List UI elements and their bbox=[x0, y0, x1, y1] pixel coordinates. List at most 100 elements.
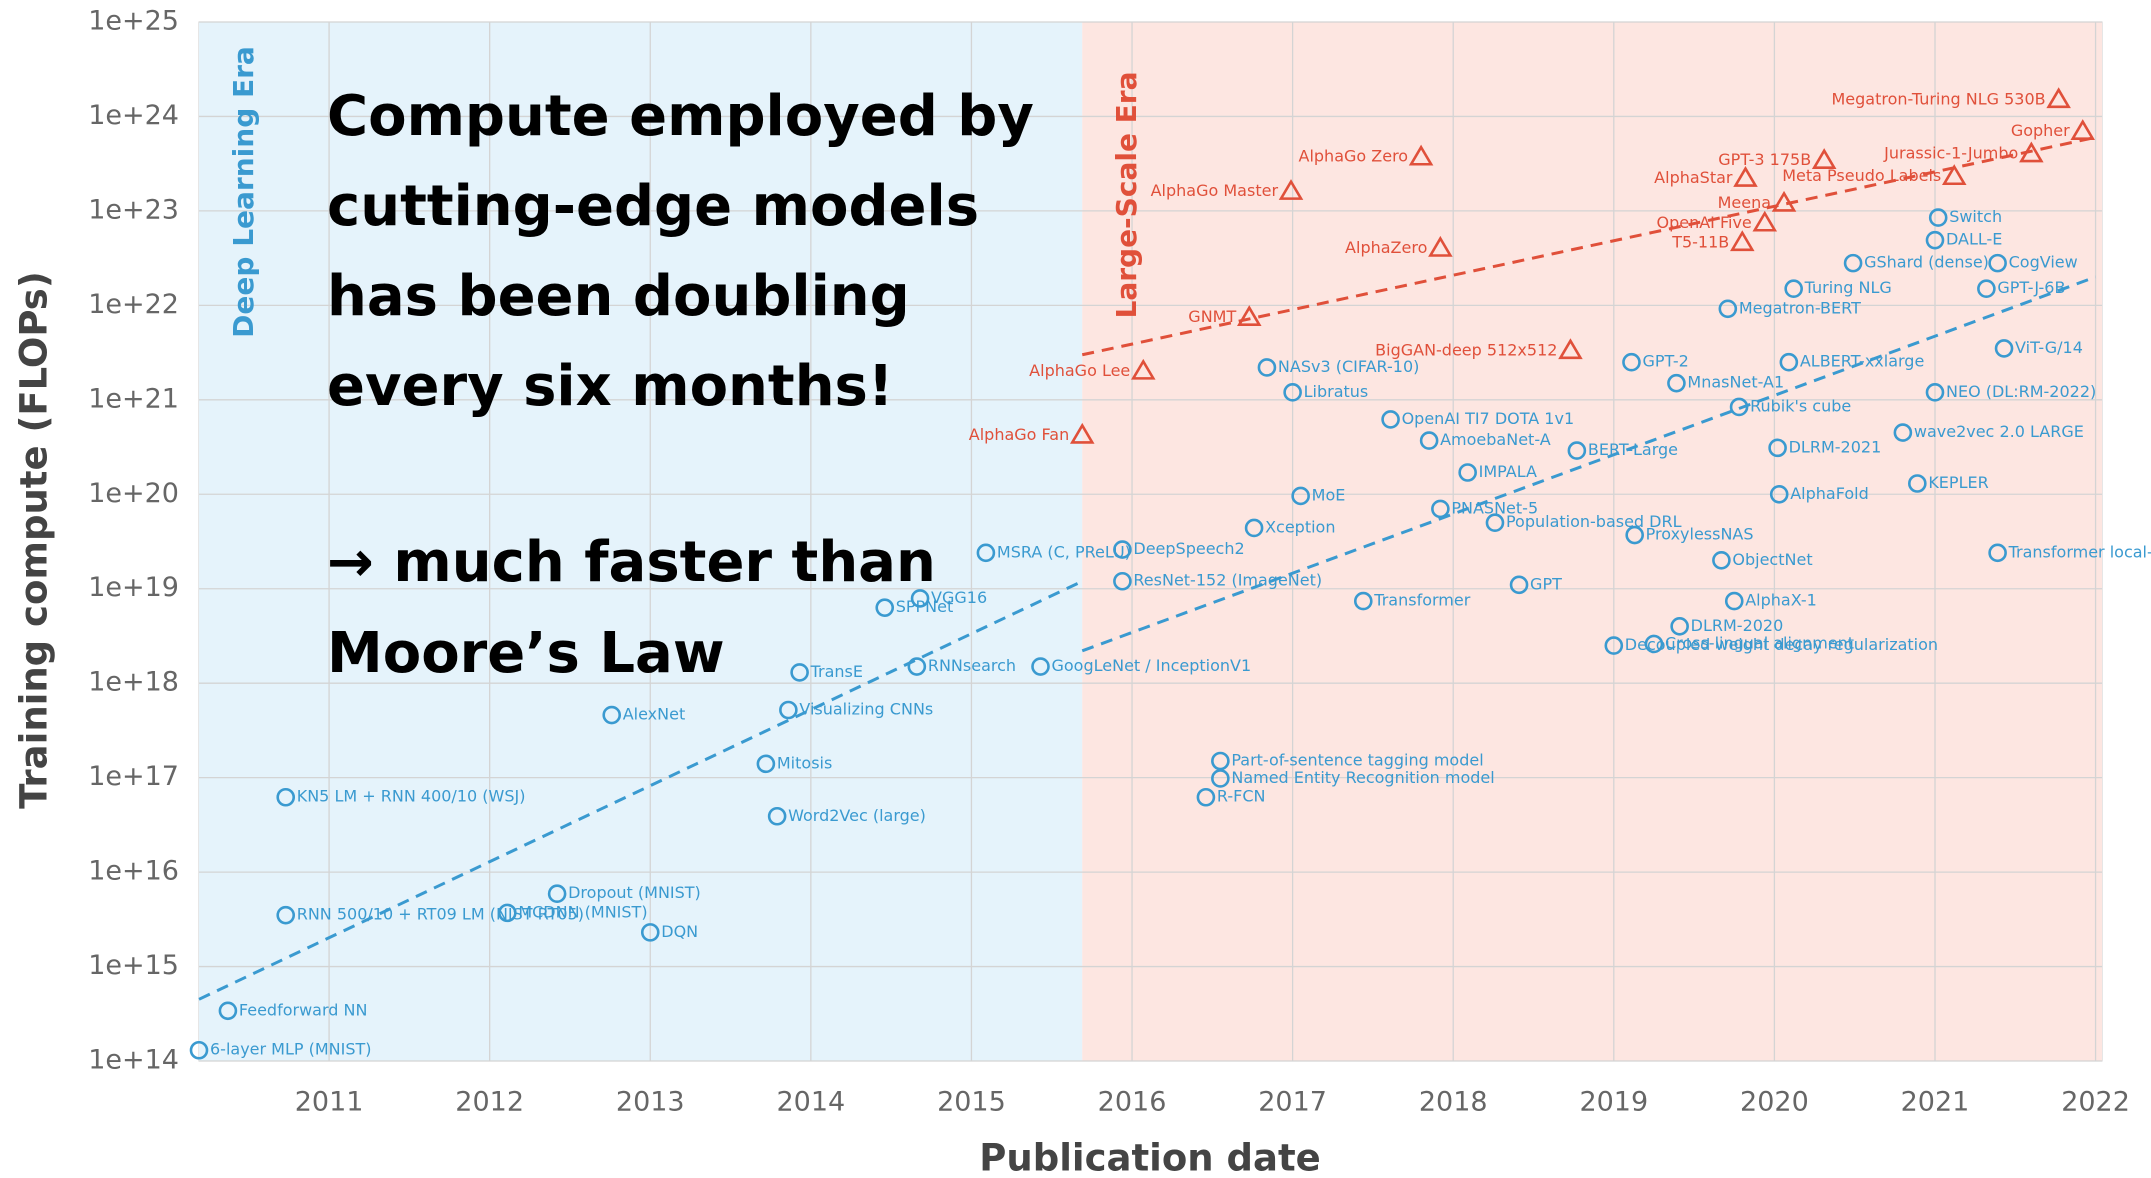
data-point bbox=[1730, 230, 1755, 252]
point-label: AlphaX-1 bbox=[1745, 591, 1817, 610]
y-tick-label: 1e+17 bbox=[88, 761, 179, 792]
data-point bbox=[1752, 210, 1778, 232]
data-point bbox=[1977, 279, 1996, 299]
point-label: Transformer bbox=[1373, 591, 1470, 610]
data-point bbox=[756, 754, 776, 774]
data-point bbox=[1925, 383, 1945, 402]
data-point bbox=[498, 903, 517, 923]
x-tick-label: 2017 bbox=[1258, 1087, 1327, 1118]
data-point bbox=[1604, 636, 1624, 655]
era-label: Deep Learning Era bbox=[227, 46, 260, 338]
point-label: CogView bbox=[2009, 253, 2078, 272]
point-label: AlphaFold bbox=[1790, 484, 1869, 503]
point-label: AmoebaNet-A bbox=[1440, 430, 1551, 449]
point-label: Gopher bbox=[2011, 121, 2070, 140]
data-point bbox=[1211, 751, 1230, 771]
data-point bbox=[779, 700, 798, 720]
point-label: Xception bbox=[1265, 517, 1335, 536]
y-tick-label: 1e+20 bbox=[88, 478, 179, 509]
data-point bbox=[276, 905, 296, 925]
point-label: wave2vec 2.0 LARGE bbox=[1914, 422, 2084, 441]
data-point bbox=[1667, 373, 1686, 393]
point-label: Meena bbox=[1718, 193, 1771, 212]
point-label: TransE bbox=[810, 662, 863, 681]
data-point bbox=[1509, 575, 1529, 595]
point-label: MCDNN (MNIST) bbox=[518, 902, 647, 921]
point-label: GoogLeNet / InceptionV1 bbox=[1051, 656, 1251, 675]
point-label: ObjectNet bbox=[1732, 550, 1812, 569]
data-point bbox=[1558, 338, 1583, 360]
point-label: Meta Pseudo Labels bbox=[1782, 166, 1941, 185]
data-point bbox=[1644, 634, 1664, 654]
point-label: MnasNet-A1 bbox=[1687, 373, 1784, 392]
point-label: KN5 LM + RNN 400/10 (WSJ) bbox=[297, 787, 526, 806]
data-point bbox=[640, 923, 660, 942]
x-axis-label: Publication date bbox=[979, 1137, 1320, 1178]
point-label: AlexNet bbox=[623, 705, 686, 724]
point-label: BigGAN-deep 512x512 bbox=[1375, 340, 1557, 359]
point-label: DLRM-2021 bbox=[1789, 437, 1882, 456]
point-label: GNMT bbox=[1188, 307, 1236, 326]
point-label: Turing NLG bbox=[1804, 278, 1892, 297]
y-tick-label: 1e+14 bbox=[88, 1045, 179, 1076]
point-label: Dropout (MNIST) bbox=[568, 883, 701, 902]
x-tick-label: 2019 bbox=[1579, 1087, 1648, 1118]
point-label: MoE bbox=[1312, 485, 1346, 504]
point-label: Switch bbox=[1949, 207, 2002, 226]
x-tick-label: 2011 bbox=[295, 1087, 364, 1118]
data-point bbox=[1718, 299, 1738, 319]
data-point bbox=[1622, 352, 1641, 372]
data-point bbox=[1113, 540, 1132, 559]
point-label: SPPNet bbox=[896, 597, 954, 616]
point-label: DQN bbox=[661, 922, 698, 941]
y-axis-label: Training compute (FLOPs) bbox=[13, 271, 56, 809]
data-point bbox=[1625, 525, 1644, 545]
data-point bbox=[1353, 591, 1373, 611]
data-point bbox=[767, 806, 787, 826]
y-tick-label: 1e+18 bbox=[88, 667, 179, 698]
data-point bbox=[1458, 463, 1477, 482]
data-point bbox=[218, 1001, 238, 1021]
data-point bbox=[602, 705, 622, 725]
point-label: Jurassic-1-Jumbo bbox=[1883, 144, 2018, 163]
data-point bbox=[1211, 769, 1230, 788]
point-label: Transformer local-attention (NesT-B) bbox=[2008, 542, 2151, 561]
data-point bbox=[1113, 571, 1132, 591]
point-label: R-FCN bbox=[1217, 787, 1266, 806]
x-tick-label: 2016 bbox=[1098, 1087, 1167, 1118]
data-point bbox=[1843, 253, 1863, 273]
point-label: GPT bbox=[1530, 574, 1562, 593]
data-point bbox=[1733, 166, 1758, 187]
data-point bbox=[276, 787, 296, 807]
x-tick-label: 2020 bbox=[1740, 1087, 1809, 1118]
annotation: every six months! bbox=[327, 354, 893, 419]
y-tick-label: 1e+19 bbox=[88, 572, 179, 603]
data-point bbox=[1069, 422, 1095, 444]
annotation: Moore’s Law bbox=[327, 621, 725, 686]
point-label: Megatron-Turing NLG 530B bbox=[1832, 89, 2046, 108]
x-tick-label: 2021 bbox=[1901, 1087, 1970, 1118]
x-tick-label: 2013 bbox=[616, 1087, 685, 1118]
x-tick-label: 2015 bbox=[937, 1087, 1006, 1118]
point-label: AlphaGo Lee bbox=[1029, 361, 1130, 380]
point-label: ALBERT-xxlarge bbox=[1800, 352, 1924, 371]
trend-line bbox=[1081, 275, 2097, 653]
y-tick-label: 1e+15 bbox=[88, 950, 179, 981]
data-point bbox=[1291, 486, 1310, 506]
point-label: AlphaGo Fan bbox=[969, 425, 1069, 444]
data-point bbox=[1769, 484, 1789, 504]
era-region bbox=[199, 22, 1083, 1061]
point-label: KEPLER bbox=[1928, 473, 1988, 492]
data-point bbox=[1408, 144, 1434, 166]
point-label: AlphaGo Master bbox=[1151, 181, 1279, 200]
data-point bbox=[1278, 179, 1304, 200]
point-label: AlphaZero bbox=[1345, 238, 1427, 257]
data-point bbox=[1428, 235, 1453, 257]
x-tick-label: 2012 bbox=[455, 1087, 524, 1118]
y-tick-label: 1e+21 bbox=[88, 383, 179, 414]
x-tick-label: 2018 bbox=[1419, 1087, 1488, 1118]
data-point bbox=[1928, 208, 1948, 227]
point-label: NEO (DL:RM-2022) bbox=[1946, 382, 2096, 401]
point-label: Megatron-BERT bbox=[1739, 298, 1861, 317]
